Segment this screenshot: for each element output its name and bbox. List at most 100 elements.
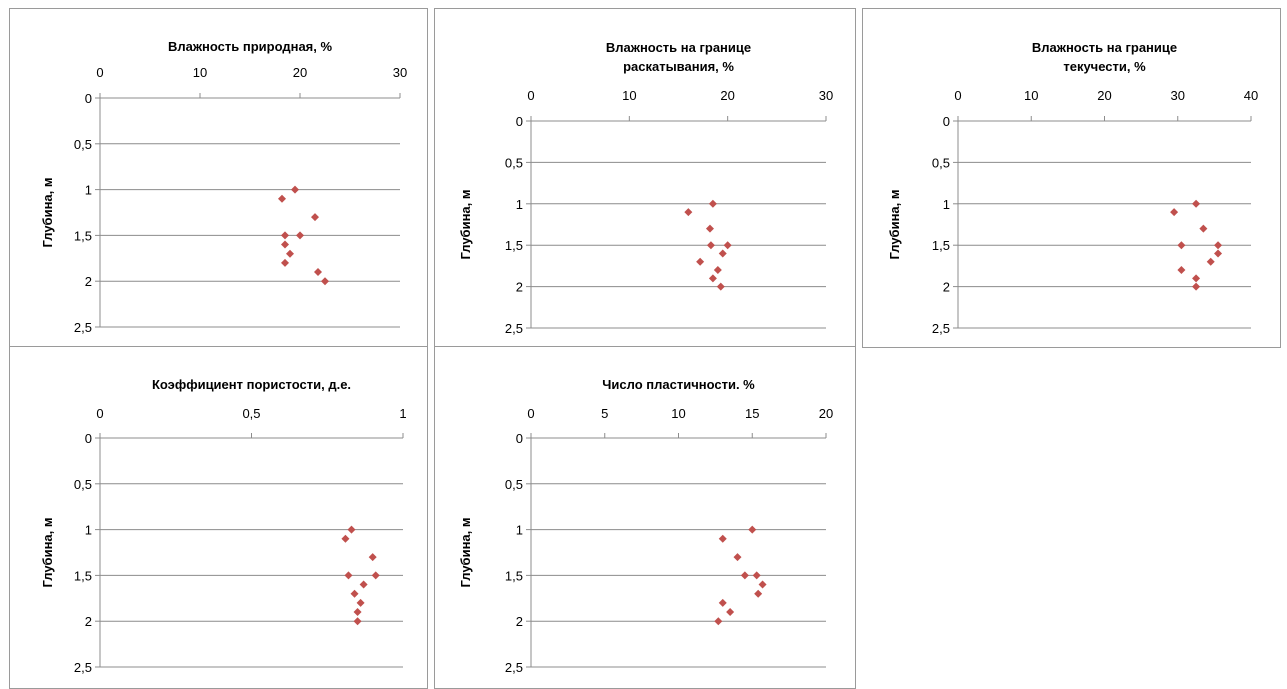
- chart-natural-moisture: Влажность природная, % 0 0,5 1 1,5 2 2,5 0 10 20 3…: [9, 8, 428, 348]
- data-point: [708, 274, 717, 283]
- data-point: [758, 580, 767, 589]
- data-point: [281, 231, 289, 240]
- data-point: [708, 199, 717, 208]
- y-tick-label: 1: [516, 523, 523, 538]
- data-point: [748, 525, 757, 534]
- data-point: [718, 249, 727, 258]
- chart-svg: Влажность на границе текучести, % 0 0,5 1 1,5…: [887, 40, 1258, 336]
- x-tick-label: 1: [399, 406, 406, 421]
- data-point: [1192, 274, 1201, 283]
- data-point: [1177, 266, 1186, 275]
- y-tick-label: 2: [85, 274, 92, 289]
- y-tick-label: 1: [85, 523, 92, 538]
- y-tick-label: 1: [516, 197, 523, 212]
- y-tick-label: 0: [943, 114, 950, 129]
- x-tick-label: 0: [96, 406, 103, 421]
- chart-title: Влажность на границе: [1032, 40, 1177, 55]
- data-point: [723, 241, 732, 250]
- y-tick-label: 1,5: [505, 238, 523, 253]
- y-tick-label: 0,5: [74, 137, 92, 152]
- data-point: [1206, 257, 1215, 266]
- chart-title: Коэффициент пористости, д.е.: [152, 377, 351, 392]
- x-tick-label: 10: [193, 65, 207, 80]
- chart-plasticity-index: Число пластичности. % 0 0,5 1 1,5 2 2,5 0 5 10 15 2…: [434, 346, 856, 689]
- y-axis-label: Глубина, м: [40, 178, 55, 248]
- y-tick-label: 1: [943, 197, 950, 212]
- y-axis-label: Глубина, м: [40, 518, 55, 588]
- data-point: [353, 617, 362, 626]
- x-tick-label: 0: [96, 65, 103, 80]
- chart-title: Число пластичности. %: [602, 377, 755, 392]
- data-point: [321, 277, 329, 286]
- data-point: [286, 249, 294, 258]
- data-point: [296, 231, 304, 240]
- y-tick-label: 0: [516, 431, 523, 446]
- y-tick-label: 2,5: [74, 320, 92, 335]
- y-tick-label: 1,5: [932, 238, 950, 253]
- chart-porosity-coefficient: Коэффициент пористости, д.е. 0 0,5 1 1,5 2 2,5…: [9, 346, 428, 689]
- x-tick-label: 20: [1097, 88, 1111, 103]
- data-point: [291, 185, 299, 194]
- data-point: [714, 617, 723, 626]
- y-tick-label: 0,5: [505, 477, 523, 492]
- data-point: [1214, 249, 1223, 258]
- y-tick-label: 2,5: [505, 660, 523, 675]
- y-tick-label: 0: [85, 431, 92, 446]
- chart-liquid-limit: Влажность на границе текучести, % 0 0,5 1 1,5…: [862, 8, 1281, 348]
- data-point: [1177, 241, 1186, 250]
- x-tick-label: 30: [1171, 88, 1185, 103]
- y-tick-label: 0: [516, 114, 523, 129]
- y-tick-label: 0,5: [932, 155, 950, 170]
- data-point: [311, 213, 319, 222]
- x-tick-label: 0: [527, 406, 534, 421]
- x-tick-label: 30: [819, 88, 833, 103]
- data-point: [718, 598, 727, 607]
- data-point: [281, 258, 289, 267]
- y-tick-label: 2: [516, 280, 523, 295]
- data-point: [371, 571, 380, 580]
- data-point: [716, 282, 725, 291]
- x-tick-label: 10: [622, 88, 636, 103]
- x-tick-label: 5: [601, 406, 608, 421]
- chart-title: Влажность природная, %: [168, 39, 333, 54]
- chart-svg: Коэффициент пористости, д.е. 0 0,5 1 1,5 2 2,5…: [40, 377, 407, 675]
- x-tick-label: 15: [745, 406, 759, 421]
- data-point: [1192, 282, 1201, 291]
- data-point: [740, 571, 749, 580]
- y-axis-label: Глубина, м: [458, 190, 473, 260]
- x-tick-label: 0: [527, 88, 534, 103]
- data-point: [1192, 199, 1201, 208]
- chart-svg: Число пластичности. % 0 0,5 1 1,5 2 2,5 0 5 10 15 2…: [458, 377, 833, 675]
- chart-plastic-limit: Влажность на границе раскатывания, % 0 0,5 1…: [434, 8, 856, 348]
- data-point: [726, 608, 735, 617]
- data-point: [356, 598, 365, 607]
- chart-svg: Влажность на границе раскатывания, % 0 0,5 1…: [458, 40, 833, 336]
- data-point: [278, 194, 286, 203]
- data-point: [1214, 241, 1223, 250]
- chart-title: Влажность на границе: [606, 40, 751, 55]
- data-point: [368, 553, 377, 562]
- data-point: [281, 240, 289, 249]
- data-point: [718, 534, 727, 543]
- x-tick-label: 20: [720, 88, 734, 103]
- data-point: [347, 525, 356, 534]
- data-point: [350, 589, 359, 598]
- y-tick-label: 0: [85, 91, 92, 106]
- x-tick-label: 0: [954, 88, 961, 103]
- data-point: [1170, 208, 1179, 217]
- data-point: [1199, 224, 1208, 233]
- y-tick-label: 1,5: [74, 568, 92, 583]
- data-point: [359, 580, 368, 589]
- y-axis-label: Глубина, м: [887, 190, 902, 260]
- y-tick-label: 0,5: [505, 155, 523, 170]
- data-point: [705, 224, 714, 233]
- x-tick-label: 10: [1024, 88, 1038, 103]
- chart-title: раскатывания, %: [623, 59, 734, 74]
- x-tick-label: 40: [1244, 88, 1258, 103]
- data-point: [314, 268, 322, 277]
- chart-title: текучести, %: [1063, 59, 1146, 74]
- y-tick-label: 1: [85, 183, 92, 198]
- data-point: [684, 208, 693, 217]
- y-tick-label: 2,5: [932, 321, 950, 336]
- data-point: [696, 257, 705, 266]
